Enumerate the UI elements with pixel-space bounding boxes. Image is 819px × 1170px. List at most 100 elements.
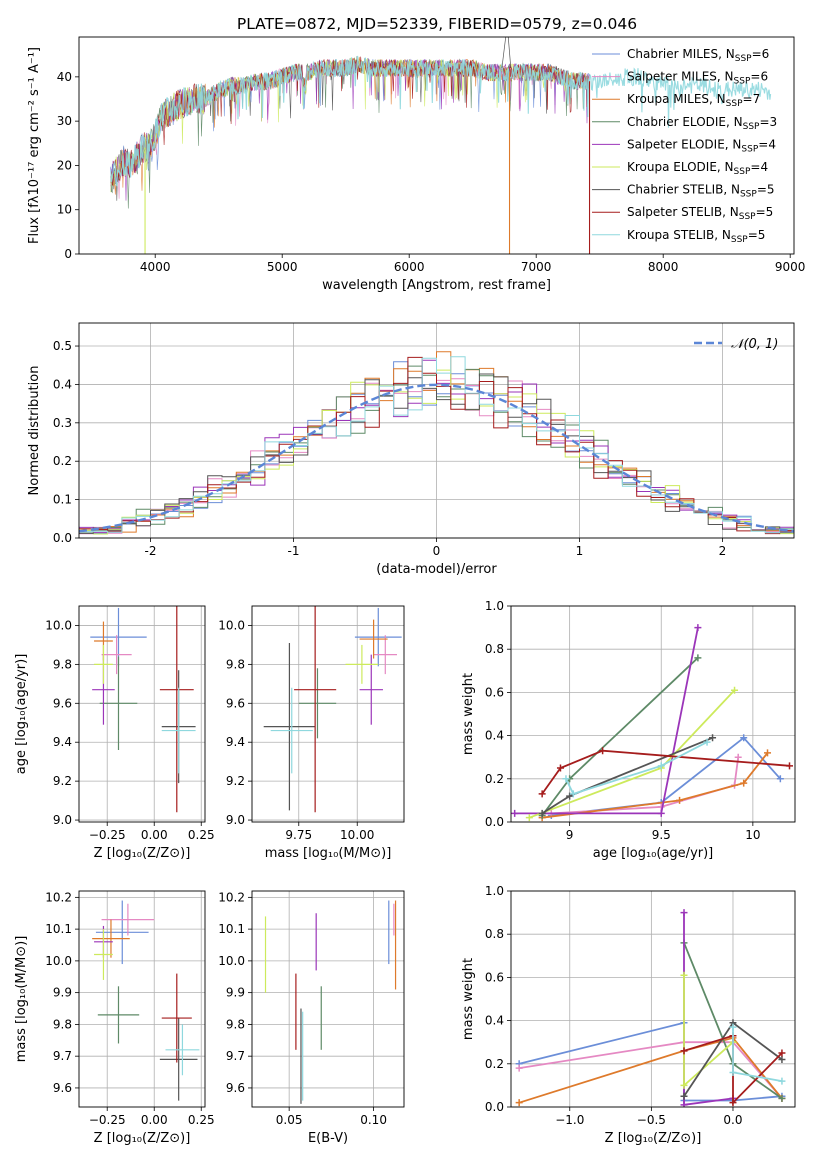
error-bar [159,1018,198,1101]
y-tick-label: 0.1 [53,493,72,507]
y-tick-label: 9.4 [226,735,245,749]
histogram-step [79,356,794,534]
axes-frame [78,36,795,255]
x-tick-label: 8000 [648,260,679,274]
x-tick-label: 10 [745,828,760,842]
legend-label: Chabrier STELIB, NSSP=5 [627,183,775,200]
legend-label-sub: SSP [734,77,751,87]
legend-label: Chabrier MILES, NSSP=6 [627,47,769,64]
weight-marker [729,1068,737,1076]
y-tick-label: 0.4 [485,1014,504,1028]
weight-marker [740,734,748,742]
legend-label-text: Salpeter ELODIE, N [627,137,741,151]
axes-frame [510,605,796,823]
y-tick-label: 0.4 [53,377,72,391]
y-tick-label: 0.8 [485,642,504,656]
weight-marker [680,1092,688,1100]
legend-label-sub: SSP [731,235,748,245]
weight-line [518,1036,783,1104]
weight-marker [676,796,684,804]
x-tick-label: 0.25 [188,828,215,842]
weight-marker [569,790,577,798]
y-tick-label: 9.6 [226,696,245,710]
panel-spectrum: 4000 5000 6000 7000 8000 9000 0 10 20 30 40 wavelen… [27,36,805,293]
weight-line [519,1041,783,1099]
legend-label-suffix: =4 [750,160,768,174]
legend-label-sub: SSP [735,54,752,64]
y-tick-label: 9.7 [53,1049,72,1063]
y-axis-label: mass weight [461,673,476,755]
y-tick-label: 0.0 [485,1100,504,1114]
y-tick-label: 1.0 [485,884,504,898]
legend-label-sub: SSP [743,122,760,132]
panel-age-vs-mass: 9.75 10.00 9.0 9.2 9.4 9.6 9.8 10.0 mass [log₁₀(… [218,605,405,861]
weight-marker [778,1049,786,1057]
error-bar [97,986,140,1044]
legend-label-text: Kroupa STELIB, N [627,228,731,242]
x-tick-label: 1 [576,544,584,558]
x-tick-label: 0.0 [723,1113,742,1127]
y-tick-label: 9.6 [53,1081,72,1095]
error-bar [94,644,113,684]
legend-label: Kroupa ELODIE, NSSP=4 [627,160,768,177]
legend-label-suffix: =7 [743,92,761,106]
x-tick-label: -1 [288,544,300,558]
y-tick-label: 9.0 [53,813,72,827]
y-tick-label: 9.8 [53,657,72,671]
figure-title: PLATE=0872, MJD=52339, FIBERID=0579, z=0… [237,15,637,33]
legend-label-sub: SSP [739,212,756,222]
error-bar [359,654,383,725]
x-tick-label: 0 [433,544,441,558]
x-tick-label: 0.00 [141,828,168,842]
y-tick-label: 9.2 [226,774,245,788]
y-tick-label: 10.0 [45,618,72,632]
y-tick-label: 9.7 [226,1049,245,1063]
legend-label: Kroupa STELIB, NSSP=5 [627,228,765,245]
y-tick-label: 9.0 [226,813,245,827]
legend-label: Salpeter STELIB, NSSP=5 [627,205,773,222]
weight-marker [703,738,711,746]
plot-area [110,37,772,254]
error-bar [298,668,337,739]
y-tick-label: 0.2 [485,1057,504,1071]
y-tick-label: 9.2 [53,774,72,788]
axes-frame [510,890,796,1108]
x-tick-label: 7000 [521,260,552,274]
plot-area [515,909,786,1107]
error-bar [99,656,138,750]
legend-label: Salpeter ELODIE, NSSP=4 [627,137,776,154]
legend-label-suffix: =6 [752,47,770,61]
x-axis-label: age [log₁₀(age/yr)] [593,846,714,861]
error-bar [161,973,192,1063]
y-tick-label: 0.8 [485,927,504,941]
x-tick-label: −0.25 [89,1113,126,1127]
y-tick-label: 0.6 [485,685,504,699]
error-bar [159,606,194,813]
plot-area [92,900,200,1101]
weight-marker [538,790,546,798]
error-bar [294,606,337,813]
y-tick-label: 40 [57,70,72,84]
x-tick-label: 4000 [140,260,171,274]
error-bar [373,635,397,675]
y-tick-label: 0.2 [53,454,72,468]
plot-area [511,624,794,822]
error-bar [263,642,316,811]
weight-marker [731,686,739,694]
y-tick-label: 10.1 [218,922,245,936]
weight-marker [566,792,574,800]
panel-weight-vs-Z: −1.0 −0.5 0.0 0.0 0.2 0.4 0.6 0.8 1.0 Z [log₁₀(Z/… [461,884,796,1146]
y-tick-label: 0.3 [53,416,72,430]
x-axis-label: E(B-V) [308,1131,348,1146]
legend-label-text: Chabrier MILES, N [627,47,735,61]
y-tick-label: 9.8 [226,1017,245,1031]
legend-label-suffix: =5 [756,205,774,219]
x-tick-label: 9 [566,828,574,842]
weight-line [541,736,713,815]
error-bar [359,619,388,659]
y-axis-label: age [log₁₀(age/yr)] [14,654,29,775]
weight-marker [515,1099,523,1107]
x-tick-label: −1.0 [555,1113,584,1127]
panel-mass-vs-EBV: 0.05 0.10 9.6 9.7 9.8 9.9 10.0 10.1 10.2 E(B-V) [218,890,405,1146]
